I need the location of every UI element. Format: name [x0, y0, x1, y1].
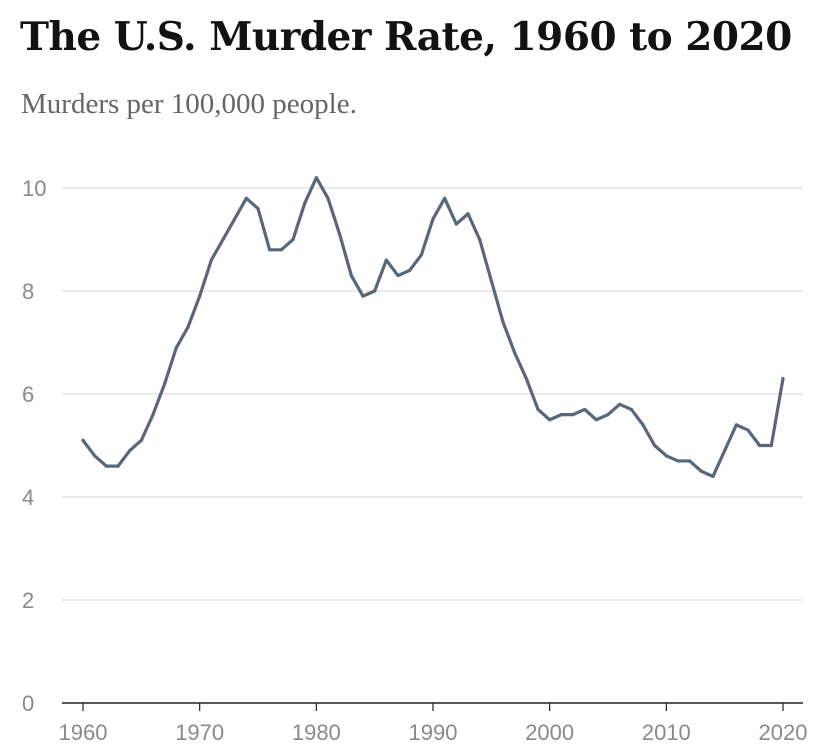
- data-point: [419, 253, 423, 257]
- data-point: [163, 382, 167, 386]
- data-point: [513, 351, 517, 355]
- data-point: [524, 376, 528, 381]
- data-point: [781, 376, 785, 381]
- data-point: [128, 449, 132, 453]
- data-point: [641, 423, 645, 427]
- x-tick-label: 1960: [59, 720, 108, 745]
- y-tick-label: 6: [22, 382, 34, 407]
- data-point: [373, 289, 377, 293]
- data-point: [151, 413, 155, 417]
- data-point: [279, 248, 283, 252]
- data-point: [454, 222, 458, 226]
- data-point: [746, 428, 750, 432]
- data-point: [396, 273, 400, 278]
- data-point: [501, 320, 505, 324]
- data-point: [769, 443, 773, 448]
- data-point: [186, 325, 190, 329]
- data-point: [688, 459, 692, 463]
- x-tick-label: 1980: [292, 720, 341, 745]
- data-point: [256, 207, 260, 211]
- data-point: [408, 268, 412, 272]
- data-point: [326, 196, 330, 200]
- data-point: [676, 459, 680, 463]
- data-point: [629, 407, 633, 412]
- chart-title: The U.S. Murder Rate, 1960 to 2020: [20, 14, 792, 60]
- data-point: [536, 407, 540, 412]
- data-point: [618, 402, 622, 406]
- x-tick-label: 2020: [759, 720, 808, 745]
- data-point: [431, 217, 435, 221]
- data-point: [443, 196, 447, 200]
- y-tick-label: 10: [22, 176, 46, 201]
- y-tick-label: 4: [22, 485, 34, 510]
- y-tick-label: 8: [22, 279, 34, 304]
- data-point: [594, 418, 598, 422]
- data-point: [314, 176, 318, 180]
- data-point: [711, 474, 715, 478]
- data-point: [699, 469, 703, 473]
- x-tick-label: 2000: [525, 720, 574, 745]
- data-point: [349, 273, 353, 278]
- x-tick-label: 2010: [642, 720, 691, 745]
- data-point: [139, 438, 143, 442]
- data-point: [664, 454, 668, 458]
- data-point: [548, 418, 552, 422]
- data-point: [291, 237, 295, 242]
- data-point: [244, 196, 248, 200]
- data-point: [81, 438, 85, 442]
- data-point: [209, 258, 213, 262]
- y-tick-label: 2: [22, 588, 34, 613]
- chart-subtitle: Murders per 100,000 people.: [21, 88, 357, 120]
- data-point: [653, 443, 657, 448]
- data-point: [93, 454, 97, 458]
- data-point: [233, 217, 237, 221]
- x-tick-label: 1970: [175, 720, 224, 745]
- data-point: [384, 258, 388, 262]
- data-point: [361, 294, 365, 298]
- data-point: [734, 423, 738, 427]
- data-point: [478, 237, 482, 242]
- data-point: [758, 443, 762, 448]
- data-point: [303, 201, 307, 206]
- data-point: [198, 294, 202, 298]
- data-point: [221, 237, 225, 242]
- data-point: [571, 413, 575, 417]
- data-point: [489, 279, 493, 283]
- data-point: [116, 464, 120, 468]
- x-tick-label: 1990: [409, 720, 458, 745]
- data-point: [174, 346, 178, 350]
- data-point: [104, 464, 108, 468]
- data-point: [606, 413, 610, 417]
- y-tick-label: 0: [22, 691, 34, 716]
- data-point: [723, 449, 727, 453]
- data-point: [583, 407, 587, 412]
- data-point: [559, 413, 563, 417]
- data-point: [268, 248, 272, 252]
- data-point: [338, 232, 342, 236]
- data-point: [466, 212, 470, 216]
